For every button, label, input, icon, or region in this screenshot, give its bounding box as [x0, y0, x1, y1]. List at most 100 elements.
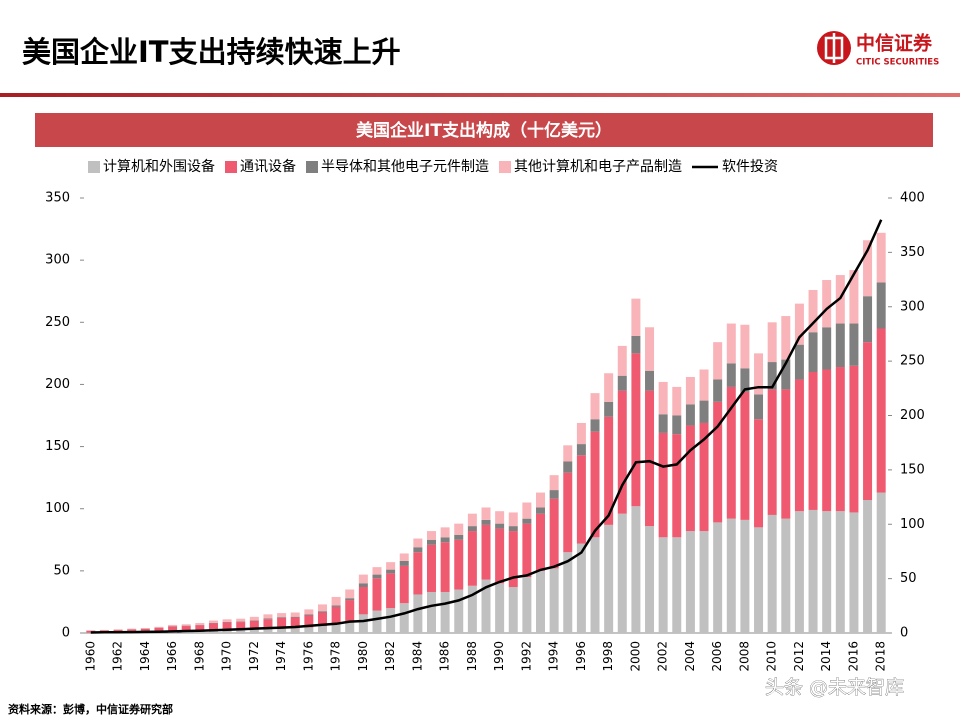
bar-segment	[794, 511, 804, 633]
bar-segment	[372, 574, 382, 579]
bar-segment	[808, 289, 818, 333]
y2-tick-label: 50	[900, 571, 917, 586]
bar-segment	[467, 526, 477, 532]
bar-segment	[277, 628, 287, 633]
bar-segment	[645, 526, 655, 633]
bar-segment	[685, 425, 695, 532]
bar-segment	[658, 432, 668, 538]
y-tick-label: 250	[45, 315, 70, 330]
legend-swatch	[306, 161, 318, 173]
bar-segment	[454, 539, 464, 590]
bar-segment	[522, 523, 532, 578]
bar-segment	[576, 422, 586, 445]
bar-segment	[372, 578, 382, 611]
legend-label: 半导体和其他电子元件制造	[321, 159, 489, 175]
x-tick-label: 1968	[192, 641, 206, 672]
y2-tick-label: 100	[900, 517, 925, 532]
watermark: 头条 @未来智库	[765, 677, 904, 699]
bar-segment	[876, 492, 886, 633]
bar-segment	[863, 500, 873, 633]
bar-segment	[536, 492, 546, 508]
bar-segment	[236, 622, 246, 630]
bar-segment	[508, 587, 518, 633]
bar-segment	[386, 608, 396, 633]
bar-segment	[263, 614, 273, 619]
bar-segment	[563, 472, 573, 553]
bar-segment	[304, 614, 314, 616]
x-tick-label: 2000	[628, 641, 642, 672]
bar-segment	[317, 611, 327, 613]
bar-segment	[440, 542, 450, 592]
bar-segment	[317, 626, 327, 633]
legend-swatch	[88, 161, 100, 173]
bar-segment	[604, 401, 614, 417]
bar-segment	[740, 368, 750, 392]
bar-segment	[699, 422, 709, 532]
y-tick-label: 200	[45, 377, 70, 392]
bar-segment	[386, 562, 396, 570]
bar-segment	[140, 628, 150, 629]
bar-segment	[617, 390, 627, 514]
bar-segment	[399, 565, 409, 604]
bar-segment	[536, 570, 546, 633]
bar-segment	[317, 604, 327, 612]
bar-segment	[767, 322, 777, 363]
bar-segment	[168, 624, 178, 627]
bar-segment	[345, 621, 355, 633]
x-tick-label: 1976	[301, 641, 315, 672]
bar-segment	[222, 622, 232, 630]
bar-segment	[358, 587, 368, 615]
x-tick-label: 1994	[547, 641, 561, 672]
y-tick-label: 350	[45, 191, 70, 206]
x-tick-label: 2010	[765, 641, 779, 672]
bar-segment	[767, 389, 777, 515]
bar-segment	[849, 365, 859, 513]
y2-tick-label: 200	[900, 408, 925, 423]
bar-segment	[713, 522, 723, 633]
bar-segment	[372, 567, 382, 575]
bar-segment	[713, 401, 723, 523]
bar-segment	[358, 574, 368, 584]
bar-segment	[876, 282, 886, 329]
bar-segment	[249, 620, 259, 621]
logo-name: 中信证券	[856, 32, 933, 55]
bar-segment	[876, 232, 886, 283]
bar-segment	[617, 345, 627, 376]
bar-segment	[808, 509, 818, 633]
bar-segment	[290, 612, 300, 617]
bar-segment	[576, 455, 586, 544]
header-rule	[0, 93, 960, 97]
bar-segment	[604, 416, 614, 525]
bar-segment	[481, 579, 491, 633]
bar-segment	[495, 511, 505, 524]
bar-segment	[522, 518, 532, 524]
bar-segment	[195, 625, 205, 631]
bar-segment	[440, 537, 450, 543]
y2-tick-label: 300	[900, 299, 925, 314]
bar-segment	[236, 618, 246, 622]
bar-segment	[754, 527, 764, 633]
x-tick-label: 1962	[111, 641, 125, 672]
y-tick-label: 0	[62, 626, 70, 641]
bar-segment	[740, 519, 750, 633]
bar-segment	[849, 323, 859, 366]
y2-tick-label: 350	[900, 245, 925, 260]
x-tick-label: 2006	[710, 641, 724, 672]
bar-segment	[808, 332, 818, 372]
bar-segment	[563, 552, 573, 633]
bar-segment	[699, 531, 709, 633]
bar-segment	[754, 353, 764, 395]
bar-segment	[631, 335, 641, 354]
y2-tick-label: 150	[900, 462, 925, 477]
x-tick-label: 1988	[465, 641, 479, 672]
bar-segment	[835, 367, 845, 512]
bar-segment	[249, 629, 259, 633]
bar-segment	[685, 376, 695, 405]
bar-segment	[481, 519, 491, 525]
bar-segment	[413, 538, 423, 548]
bar-segment	[631, 298, 641, 336]
bar-segment	[863, 296, 873, 343]
bar-segment	[658, 381, 668, 415]
bar-segment	[699, 400, 709, 423]
chart-title: 美国企业IT支出构成（十亿美元）	[356, 120, 612, 141]
